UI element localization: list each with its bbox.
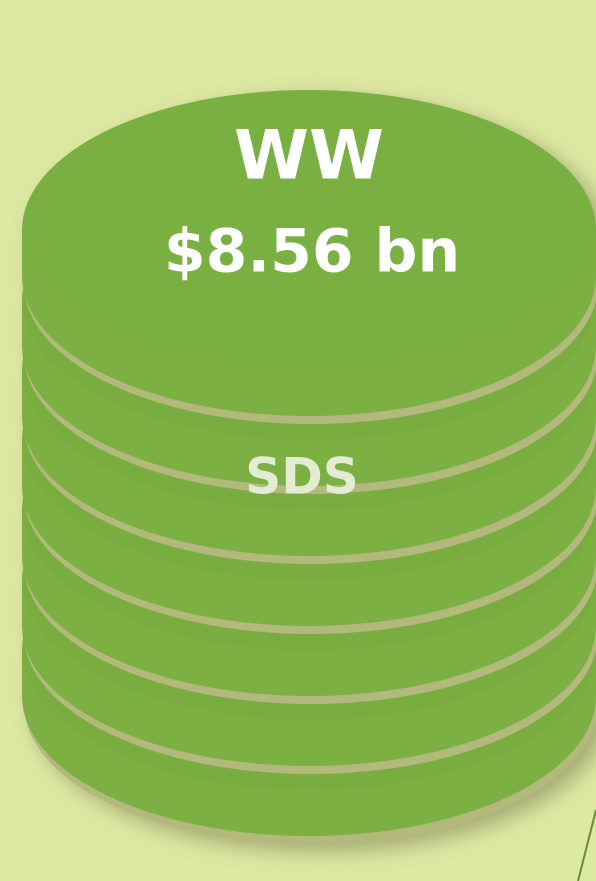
- coin-stack: [22, 90, 596, 844]
- edge-line: [577, 809, 596, 881]
- top-label-line2: $8.56 bn: [164, 217, 460, 287]
- disc-top: [22, 90, 596, 370]
- top-label-line1: WW: [234, 117, 384, 196]
- side-label: SDS: [245, 448, 359, 506]
